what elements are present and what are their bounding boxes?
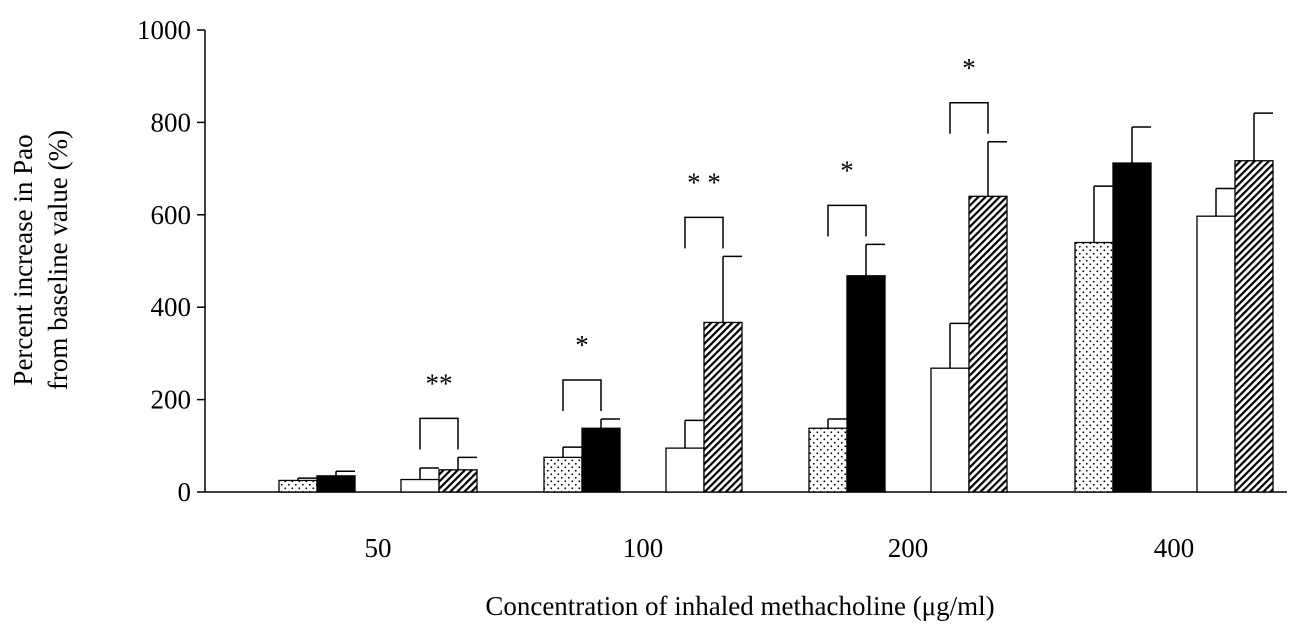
y-tick-label: 400 [151, 292, 192, 322]
x-tick-label: 400 [1154, 533, 1195, 563]
bar [930, 367, 970, 493]
significance-markers: **** * ** [419, 53, 989, 450]
significance-bracket [684, 216, 724, 249]
bar [846, 275, 886, 493]
bar [808, 427, 848, 493]
bar [1112, 162, 1152, 493]
bar [278, 479, 318, 493]
significance-label: * * [687, 167, 721, 197]
significance-label: * [575, 330, 589, 360]
y-axis-title-line-2: from baseline value (%) [43, 130, 73, 390]
bar [1196, 215, 1236, 493]
y-tick-label: 600 [151, 200, 192, 230]
bar [703, 321, 743, 493]
bar [438, 469, 478, 493]
significance-label: ** [426, 368, 453, 398]
significance-bracket [562, 379, 602, 412]
significance-bracket [949, 102, 989, 134]
x-tick-label: 200 [888, 533, 929, 563]
x-tick-label: 100 [623, 533, 664, 563]
bar [1074, 241, 1114, 493]
significance-label: * [840, 155, 854, 185]
bar [581, 427, 621, 493]
y-tick-label: 800 [151, 107, 192, 137]
y-tick-label: 0 [178, 477, 192, 507]
error-bars [297, 112, 1273, 481]
bar [665, 447, 705, 493]
bar [1234, 160, 1274, 493]
y-tick-label: 200 [151, 385, 192, 415]
bar [400, 478, 440, 493]
bar [543, 456, 583, 493]
x-ticks: 50 100 200 400 [365, 533, 1195, 563]
significance-bracket [827, 204, 867, 237]
significance-bracket [419, 417, 459, 450]
bar [316, 475, 356, 493]
bars [278, 160, 1274, 493]
bar [968, 195, 1008, 493]
x-axis-title: Concentration of inhaled methacholine (μ… [485, 591, 994, 621]
y-ticks: 0 200 400 600 800 1000 [137, 15, 205, 507]
y-axis-title-line-1: Percent increase in Pao [8, 134, 38, 385]
x-tick-label: 50 [365, 533, 392, 563]
significance-label: * [962, 53, 976, 83]
y-axis-title: Percent increase in Pao from baseline va… [8, 130, 73, 390]
y-tick-label: 1000 [137, 15, 191, 45]
